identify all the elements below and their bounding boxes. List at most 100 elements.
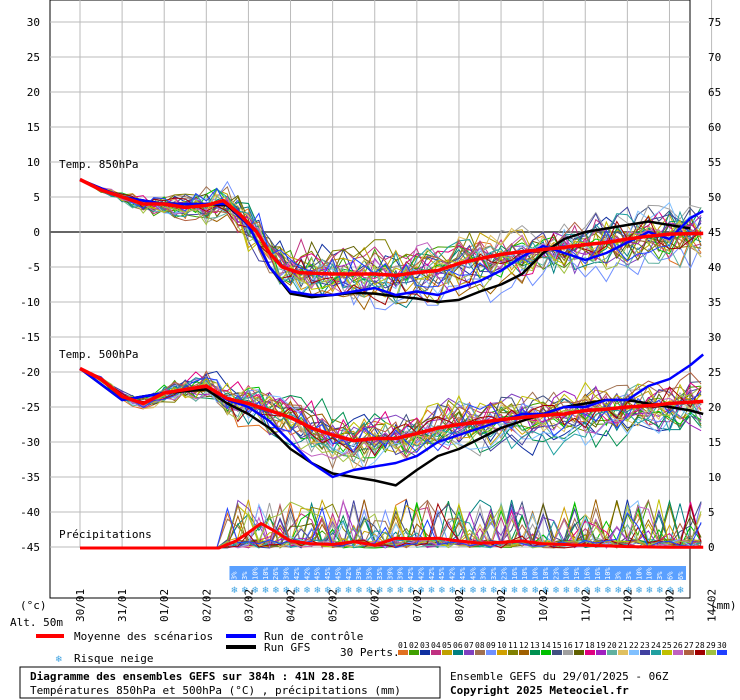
member-number: 17	[574, 641, 584, 650]
member-swatch	[574, 650, 584, 655]
snow-flake-icon: ❄	[262, 586, 270, 596]
right-tick-label: 45	[708, 226, 721, 239]
left-tick-label: 0	[33, 226, 40, 239]
left-tick-label: -45	[20, 541, 40, 554]
member-number: 25	[662, 641, 672, 650]
member-swatch	[552, 650, 562, 655]
snow-flake-icon: ❄	[345, 586, 353, 596]
member-number: 01	[398, 641, 408, 650]
date-label: 05/02	[327, 589, 340, 622]
right-tick-label: 15	[708, 436, 721, 449]
date-label: 06/02	[369, 589, 382, 622]
left-tick-label: -35	[20, 471, 40, 484]
member-swatch	[563, 650, 573, 655]
member-legend: 01 02 03 04 05 06 07 08 09 10 11 12 13 14 15 16 17 18 19 20…	[398, 641, 727, 655]
snow-percent: 45%	[438, 567, 446, 580]
left-tick-label: -5	[27, 261, 40, 274]
member-number: 23	[640, 641, 650, 650]
member-swatch	[717, 650, 727, 655]
legend-control: Run de contrôle	[264, 630, 363, 643]
member-line	[79, 179, 702, 271]
snow-percent: 3%	[241, 571, 249, 580]
chart-grid	[49, 0, 713, 599]
left-tick-label: -40	[20, 506, 40, 519]
label-t850: Temp. 850hPa	[59, 158, 138, 171]
snow-percent: 42%	[449, 567, 457, 580]
snow-flake-icon: ❄	[625, 586, 633, 596]
footer-copyright: Copyright 2025 Meteociel.fr	[450, 684, 629, 697]
snow-flake-icon: ❄	[594, 586, 602, 596]
snow-flake-icon: ❄	[521, 586, 529, 596]
member-number: 21	[618, 641, 628, 650]
footer-box	[19, 666, 441, 699]
member-number: 14	[541, 641, 551, 650]
snow-percent: 39%	[480, 567, 488, 580]
snow-percent: 23%	[552, 567, 560, 580]
right-tick-label: 70	[708, 51, 721, 64]
t850-mean-line	[79, 177, 704, 278]
snow-percent: 42%	[345, 567, 353, 580]
snow-percent: 10%	[646, 567, 654, 580]
right-tick-label: 50	[708, 191, 721, 204]
member-swatch	[695, 650, 705, 655]
snow-percent: 45%	[314, 567, 322, 580]
left-axis: 30 25 20 15 10 5 0 -5 -10 -15 -20 -25 -30 -35 -40 -45	[20, 16, 40, 554]
snow-flake-icon: ❄	[469, 586, 477, 596]
member-number: 12	[519, 641, 529, 650]
snow-percent: 39%	[397, 567, 405, 580]
label-precip: Précipitations	[59, 528, 152, 541]
snow-percent: 39%	[283, 567, 291, 580]
snow-percent: 42%	[303, 567, 311, 580]
right-tick-label: 10	[708, 471, 721, 484]
snow-flake-icon: ❄	[293, 586, 301, 596]
member-number: 08	[475, 641, 485, 650]
footer-title: Diagramme des ensembles GEFS sur 384h : …	[30, 670, 355, 683]
member-swatch	[519, 650, 529, 655]
member-swatch	[651, 650, 661, 655]
left-tick-label: -20	[20, 366, 40, 379]
member-number: 02	[409, 641, 419, 650]
snow-percent: 16%	[583, 567, 591, 580]
date-label: 12/02	[621, 589, 634, 622]
date-label: 08/02	[453, 589, 466, 622]
member-swatch	[420, 650, 430, 655]
snow-flake-icon: ❄	[542, 586, 550, 596]
snow-bar-bg	[229, 566, 686, 580]
altitude-label: Alt. 50m	[10, 616, 63, 629]
snow-flake-icon: ❄	[417, 586, 425, 596]
snow-percent: 3%	[615, 571, 623, 580]
snow-percent: 42%	[428, 567, 436, 580]
label-t500: Temp. 500hPa	[59, 348, 138, 361]
snow-percent: 10%	[262, 567, 270, 580]
date-label: 10/02	[537, 589, 550, 622]
snow-flake-icon: ❄	[480, 586, 488, 596]
member-line	[79, 368, 702, 447]
snow-percent: 39%	[355, 567, 363, 580]
snow-percent: 39%	[386, 567, 394, 580]
footer-subtitle: Températures 850hPa et 500hPa (°C) , pré…	[30, 684, 401, 697]
left-tick-label: 5	[33, 191, 40, 204]
snow-flake-icon: ❄	[407, 586, 415, 596]
member-number: 22	[629, 641, 639, 650]
snow-flake-icon: ❄	[283, 586, 291, 596]
snow-percent: 3%	[656, 571, 664, 580]
member-number: 24	[651, 641, 661, 650]
right-tick-label: 40	[708, 261, 721, 274]
member-number: 09	[486, 641, 496, 650]
member-line	[79, 179, 702, 306]
right-tick-label: 60	[708, 121, 721, 134]
left-tick-label: -25	[20, 401, 40, 414]
member-line	[79, 368, 702, 457]
snow-flake-icon: ❄	[646, 586, 654, 596]
snow-flake-icon: ❄	[573, 586, 581, 596]
legend-gfs: Run GFS	[264, 641, 310, 654]
snow-flake-icon: ❄	[438, 586, 446, 596]
snow-flake-icon: ❄	[666, 586, 674, 596]
snow-flake-icon: ❄	[366, 586, 374, 596]
main-series	[79, 177, 704, 550]
snow-percent: 23%	[500, 567, 508, 580]
member-swatch	[497, 650, 507, 655]
member-number: 15	[552, 641, 562, 650]
